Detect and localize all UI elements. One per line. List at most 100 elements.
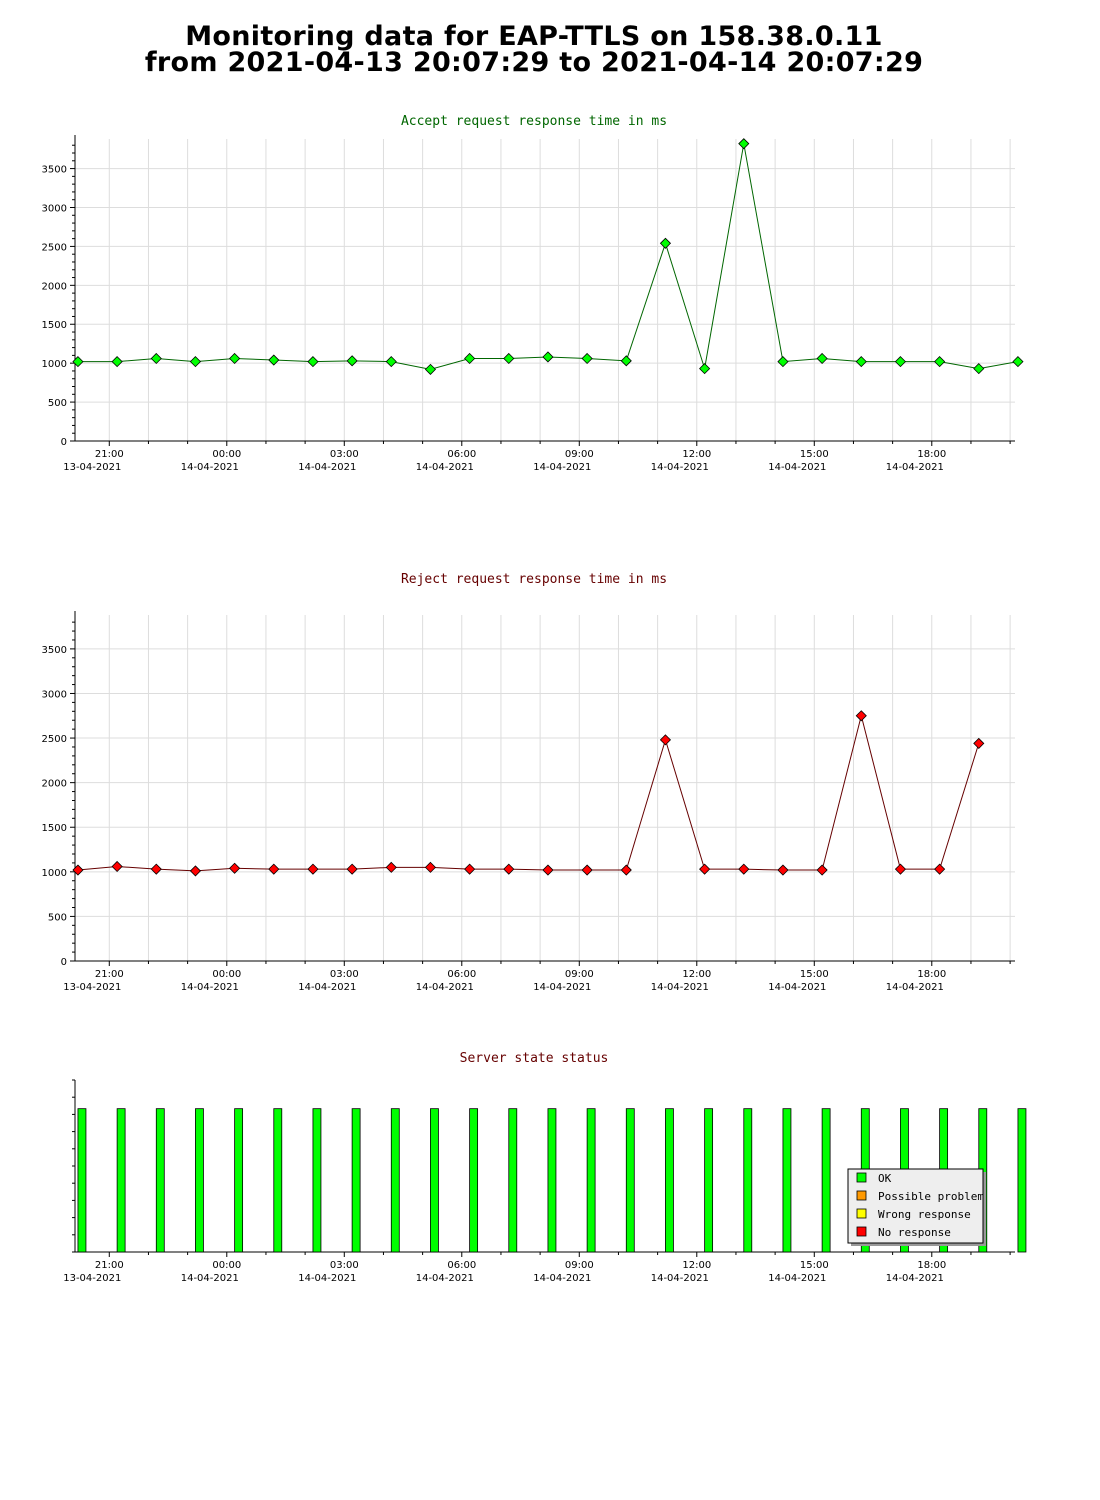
y-tick-label: 1000 bbox=[42, 359, 67, 370]
legend-label: Possible problem bbox=[878, 1190, 984, 1203]
data-point bbox=[424, 363, 437, 375]
data-point bbox=[620, 355, 632, 367]
status-bar bbox=[821, 1108, 831, 1253]
data-point bbox=[268, 863, 280, 875]
x-tick-label-time: 03:00 bbox=[330, 449, 359, 460]
x-tick-label-date: 14-04-2021 bbox=[886, 982, 944, 993]
status-bar bbox=[312, 1108, 322, 1253]
data-point bbox=[229, 862, 241, 874]
status-chart-title: Server state status bbox=[459, 1051, 609, 1066]
status-bar bbox=[665, 1108, 674, 1253]
y-tick-label: 500 bbox=[48, 398, 67, 409]
data-point bbox=[894, 356, 907, 368]
series-line bbox=[77, 715, 980, 872]
x-tick-label-date: 14-04-2021 bbox=[651, 1273, 709, 1284]
status-bar bbox=[390, 1108, 400, 1253]
status-bar bbox=[1017, 1108, 1027, 1253]
data-point bbox=[229, 352, 241, 365]
data-point bbox=[346, 863, 358, 875]
data-point bbox=[307, 356, 319, 368]
x-tick-label-date: 14-04-2021 bbox=[416, 982, 474, 993]
data-point bbox=[699, 363, 711, 375]
x-tick-label-date: 13-04-2021 bbox=[63, 462, 121, 473]
data-point bbox=[659, 734, 672, 746]
accept-chart-title: Accept request response time in ms bbox=[400, 114, 668, 129]
data-point bbox=[581, 864, 593, 876]
x-tick-label-date: 14-04-2021 bbox=[533, 462, 591, 473]
status-bar bbox=[547, 1108, 557, 1253]
y-tick-label: 500 bbox=[48, 912, 67, 923]
page-title: Monitoring data for EAP-TTLS on 158.38.0… bbox=[0, 21, 1068, 78]
data-point bbox=[385, 861, 397, 873]
status-bar bbox=[586, 1108, 596, 1253]
x-tick-label-time: 03:00 bbox=[330, 969, 359, 980]
data-point bbox=[189, 865, 202, 877]
page-title-line-1: Monitoring data for EAP-TTLS on 158.38.0… bbox=[185, 21, 883, 52]
x-tick-label-time: 21:00 bbox=[95, 449, 124, 460]
x-tick-label-date: 14-04-2021 bbox=[768, 1273, 826, 1284]
x-tick-label-time: 00:00 bbox=[212, 1260, 241, 1271]
x-tick-label-time: 18:00 bbox=[917, 1260, 946, 1271]
data-point bbox=[855, 710, 867, 722]
data-point bbox=[934, 356, 946, 368]
data-point bbox=[855, 356, 867, 368]
y-tick-label: 2500 bbox=[42, 734, 67, 745]
data-point bbox=[150, 352, 162, 365]
x-tick-label-time: 12:00 bbox=[682, 1260, 711, 1271]
x-tick-label-time: 15:00 bbox=[800, 969, 829, 980]
status-bar bbox=[155, 1108, 165, 1253]
data-point bbox=[659, 237, 672, 249]
x-tick-label-time: 06:00 bbox=[447, 1260, 476, 1271]
data-point bbox=[111, 860, 123, 873]
data-point bbox=[268, 354, 280, 366]
x-tick-label-date: 14-04-2021 bbox=[533, 1273, 591, 1284]
legend-swatch bbox=[856, 1208, 867, 1219]
legend-label: No response bbox=[878, 1226, 951, 1239]
data-point bbox=[542, 864, 554, 876]
status-bar bbox=[508, 1108, 518, 1253]
data-point bbox=[111, 356, 123, 368]
legend-box bbox=[847, 1168, 984, 1244]
data-point bbox=[816, 864, 828, 876]
x-tick-label-date: 13-04-2021 bbox=[63, 982, 121, 993]
x-tick-label-time: 00:00 bbox=[212, 969, 241, 980]
page-title-line-2: from 2021-04-13 20:07:29 to 2021-04-14 2… bbox=[144, 47, 924, 78]
y-tick-label: 1500 bbox=[42, 823, 67, 834]
status-bar bbox=[234, 1108, 244, 1253]
data-point bbox=[777, 356, 789, 368]
legend-label: Wrong response bbox=[878, 1208, 971, 1221]
x-tick-label-date: 14-04-2021 bbox=[768, 982, 826, 993]
data-point bbox=[620, 864, 632, 876]
x-tick-label-date: 13-04-2021 bbox=[63, 1273, 121, 1284]
status-bar bbox=[430, 1108, 439, 1253]
x-tick-label-time: 03:00 bbox=[330, 1260, 359, 1271]
y-tick-label: 2000 bbox=[42, 779, 67, 790]
x-tick-label-time: 09:00 bbox=[565, 969, 594, 980]
data-point bbox=[581, 352, 593, 365]
data-point bbox=[542, 351, 554, 363]
data-point bbox=[738, 138, 750, 150]
y-tick-label: 2000 bbox=[42, 281, 67, 292]
server-status-chart: 21:00 13-04-2021 00:00 14-04-2021 03:00 14-04… bbox=[63, 1079, 1027, 1284]
x-tick-label-time: 15:00 bbox=[800, 1260, 829, 1271]
x-tick-label-time: 18:00 bbox=[917, 449, 946, 460]
y-tick-label: 1000 bbox=[42, 868, 67, 879]
data-point bbox=[816, 352, 828, 365]
x-tick-label-time: 21:00 bbox=[95, 969, 124, 980]
y-tick-label: 3500 bbox=[42, 165, 67, 176]
x-tick-label-date: 14-04-2021 bbox=[768, 462, 826, 473]
x-tick-label-time: 06:00 bbox=[447, 449, 476, 460]
status-bar bbox=[469, 1108, 479, 1253]
data-point bbox=[894, 863, 907, 875]
status-bar bbox=[351, 1108, 361, 1253]
data-point bbox=[503, 352, 515, 365]
reject-response-time-chart: 0 500 1000 1500 2000 2500 3000 3500 21:00 13-04-2… bbox=[42, 611, 1015, 993]
data-point bbox=[307, 863, 319, 875]
data-point bbox=[699, 863, 711, 875]
status-bar bbox=[77, 1108, 87, 1253]
legend-swatch bbox=[856, 1172, 867, 1183]
x-tick-label-time: 12:00 bbox=[682, 449, 711, 460]
x-tick-label-time: 09:00 bbox=[565, 449, 594, 460]
x-tick-label-date: 14-04-2021 bbox=[886, 1273, 944, 1284]
series-line bbox=[77, 143, 1019, 370]
